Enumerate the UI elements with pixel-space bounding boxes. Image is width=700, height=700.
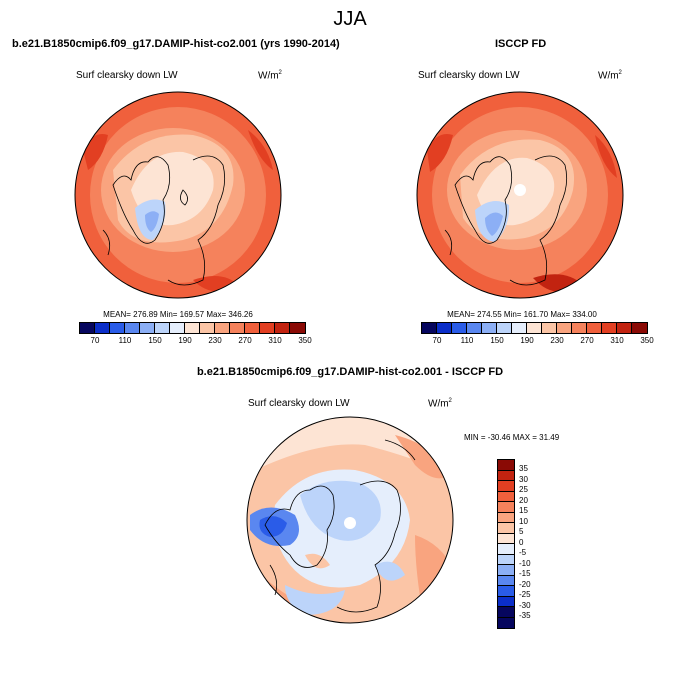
colorbar-tick-label: 25 [519, 485, 528, 494]
colorbar-swatch [632, 323, 647, 333]
panel2-polar-map [416, 91, 624, 299]
panel2-units: W/m2 [598, 70, 622, 82]
colorbar-swatch [155, 323, 170, 333]
colorbar-swatch [482, 323, 497, 333]
colorbar-tick-label: 270 [580, 336, 594, 345]
panel3-polar-map [246, 416, 454, 624]
colorbar-swatch [437, 323, 452, 333]
panel2-colorbar-labels: 70 110 150 190 230 270 310 350 [422, 336, 654, 348]
colorbar-tick-label: 15 [519, 506, 528, 515]
colorbar-swatch [498, 596, 514, 607]
panel2-title: ISCCP FD [495, 38, 547, 50]
colorbar-swatch [275, 323, 290, 333]
colorbar-swatch [497, 323, 512, 333]
colorbar-swatch [185, 323, 200, 333]
panel3-units: W/m2 [428, 398, 452, 410]
colorbar-tick-label: -30 [519, 600, 531, 610]
panel1-stats: MEAN= 276.89 Min= 169.57 Max= 346.26 [103, 310, 253, 319]
colorbar-swatch [617, 323, 632, 333]
colorbar-tick-label: -25 [519, 590, 531, 599]
colorbar-tick-label: -15 [519, 569, 531, 578]
colorbar-tick-label: 70 [90, 336, 100, 345]
panel1-polar-map [74, 91, 282, 299]
colorbar-tick-label: 110 [460, 336, 474, 345]
colorbar-tick-label: 35 [519, 464, 528, 473]
panel1-variable: Surf clearsky down LW [76, 70, 178, 81]
colorbar-swatch [467, 323, 482, 333]
colorbar-tick-label: 110 [118, 336, 132, 345]
colorbar-tick-label: 190 [520, 336, 534, 345]
colorbar-tick-label: 310 [268, 336, 282, 345]
panel3-stats: MIN = -30.46 MAX = 31.49 [464, 433, 560, 442]
panel3-colorbar-labels: 35 30 25 20 15 10 5 0 -5 -10 -15 -20 -25 -30 -35 [519, 459, 559, 629]
panel3-title: b.e21.B1850cmip6.f09_g17.DAMIP-hist-co2.… [196, 366, 504, 378]
colorbar-swatch [498, 491, 514, 502]
colorbar-tick-label: 30 [519, 474, 528, 484]
colorbar-tick-label: 5 [519, 527, 524, 536]
panel1-colorbar-labels: 70 110 150 190 230 270 310 350 [80, 336, 312, 348]
colorbar-swatch [557, 323, 572, 333]
colorbar-swatch [452, 323, 467, 333]
colorbar-swatch [542, 323, 557, 333]
colorbar-swatch [512, 323, 527, 333]
panel1-colorbar [79, 322, 306, 334]
colorbar-swatch [80, 323, 95, 333]
colorbar-swatch [498, 554, 514, 565]
colorbar-tick-label: 270 [238, 336, 252, 345]
colorbar-tick-label: -20 [519, 579, 531, 589]
colorbar-tick-label: 70 [432, 336, 442, 345]
colorbar-tick-label: 150 [490, 336, 504, 345]
panel3-variable: Surf clearsky down LW [248, 398, 350, 409]
figure-title: JJA [333, 8, 367, 30]
colorbar-tick-label: 20 [519, 495, 528, 505]
colorbar-swatch [245, 323, 260, 333]
colorbar-swatch [498, 607, 514, 618]
colorbar-swatch [498, 565, 514, 576]
panel2-variable: Surf clearsky down LW [418, 70, 520, 81]
colorbar-swatch [602, 323, 617, 333]
colorbar-swatch [498, 575, 514, 586]
colorbar-swatch [498, 617, 514, 628]
panel2-stats: MEAN= 274.55 Min= 161.70 Max= 334.00 [447, 310, 597, 319]
colorbar-tick-label: 190 [178, 336, 192, 345]
colorbar-swatch [498, 586, 514, 597]
colorbar-swatch [498, 512, 514, 523]
colorbar-swatch [498, 481, 514, 492]
colorbar-tick-label: 350 [298, 336, 312, 345]
colorbar-tick-label: -5 [519, 548, 527, 557]
colorbar-swatch [215, 323, 230, 333]
colorbar-swatch [422, 323, 437, 333]
colorbar-swatch [498, 460, 514, 471]
colorbar-tick-label: -10 [519, 558, 531, 568]
colorbar-swatch [200, 323, 215, 333]
colorbar-swatch [170, 323, 185, 333]
colorbar-swatch [110, 323, 125, 333]
colorbar-swatch [498, 544, 514, 555]
colorbar-swatch [587, 323, 602, 333]
colorbar-tick-label: 150 [148, 336, 162, 345]
colorbar-tick-label: 310 [610, 336, 624, 345]
colorbar-swatch [260, 323, 275, 333]
colorbar-tick-label: 0 [519, 537, 524, 547]
colorbar-swatch [125, 323, 140, 333]
panel3-colorbar [497, 459, 515, 629]
colorbar-swatch [498, 533, 514, 544]
colorbar-tick-label: 350 [640, 336, 654, 345]
colorbar-swatch [572, 323, 587, 333]
colorbar-swatch [95, 323, 110, 333]
panel1-title: b.e21.B1850cmip6.f09_g17.DAMIP-hist-co2.… [12, 38, 340, 50]
panel1-units: W/m2 [258, 70, 282, 82]
colorbar-swatch [498, 523, 514, 534]
colorbar-swatch [498, 470, 514, 481]
colorbar-swatch [527, 323, 542, 333]
colorbar-swatch [290, 323, 305, 333]
colorbar-tick-label: 230 [208, 336, 222, 345]
colorbar-tick-label: -35 [519, 611, 531, 620]
colorbar-tick-label: 230 [550, 336, 564, 345]
colorbar-swatch [140, 323, 155, 333]
colorbar-tick-label: 10 [519, 516, 528, 526]
panel2-colorbar [421, 322, 648, 334]
colorbar-swatch [498, 502, 514, 513]
colorbar-swatch [230, 323, 245, 333]
